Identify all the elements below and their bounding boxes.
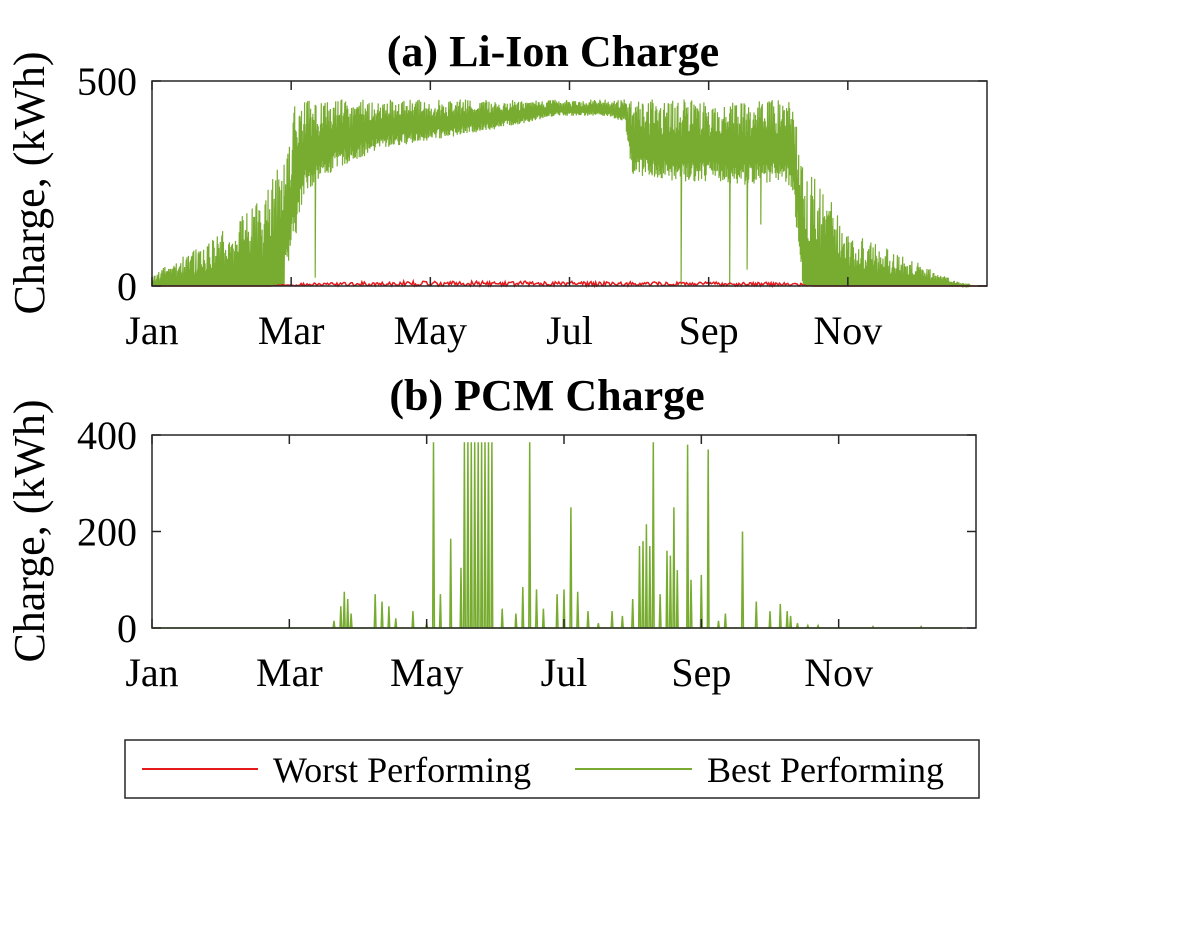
pcm-xtick-label-nov: Nov	[804, 650, 873, 695]
li-ion-plot-area	[151, 99, 987, 289]
li_ion-xtick-label-sep: Sep	[679, 308, 739, 353]
li-ion-y-axis-label: Charge, (kWh)	[5, 51, 54, 314]
pcm-plot-area	[152, 442, 963, 629]
pcm-panel: (b) PCM Charge Charge, (kWh) 0 200 400 Jan M…	[5, 371, 977, 695]
pcm-series-best-performing	[152, 442, 963, 629]
pcm-xtick-label-jan: Jan	[125, 650, 178, 695]
li_ion-ytick-label-500: 500	[77, 59, 137, 104]
li_ion-ytick-label-0: 0	[117, 264, 137, 309]
pcm-ticks: 0 200 400 Jan Mar May Jul Sep Nov	[77, 413, 976, 695]
legend-best-label: Best Performing	[707, 750, 944, 790]
li_ion-xtick-label-jan: Jan	[125, 308, 178, 353]
li_ion-xtick-label-mar: Mar	[258, 308, 325, 353]
legend-box	[124, 739, 980, 799]
li-ion-panel: (a) Li-Ion Charge Charge, (kWh) 0 500 Jan M…	[5, 27, 988, 353]
pcm-ytick-label-0: 0	[117, 606, 137, 651]
pcm-title: (b) PCM Charge	[389, 371, 704, 420]
legend-worst-label: Worst Performing	[273, 750, 531, 790]
pcm-xtick-label-mar: Mar	[256, 650, 323, 695]
li_ion-series-best-performing	[151, 99, 987, 289]
li-ion-ticks: 0 500 Jan Mar May Jul Sep Nov	[77, 59, 987, 353]
legend: Worst Performing Best Performing	[124, 739, 980, 799]
pcm-xtick-label-sep: Sep	[671, 650, 731, 695]
li_ion-xtick-label-jul: Jul	[546, 308, 593, 353]
li-ion-title: (a) Li-Ion Charge	[387, 27, 719, 76]
pcm-xtick-label-may: May	[390, 650, 463, 695]
pcm-ytick-label-200: 200	[77, 510, 137, 555]
li_ion-xtick-label-nov: Nov	[813, 308, 882, 353]
pcm-y-axis-label: Charge, (kWh)	[5, 399, 54, 662]
pcm-xtick-label-jul: Jul	[541, 650, 588, 695]
li_ion-xtick-label-may: May	[394, 308, 467, 353]
pcm-ytick-label-400: 400	[77, 413, 137, 458]
